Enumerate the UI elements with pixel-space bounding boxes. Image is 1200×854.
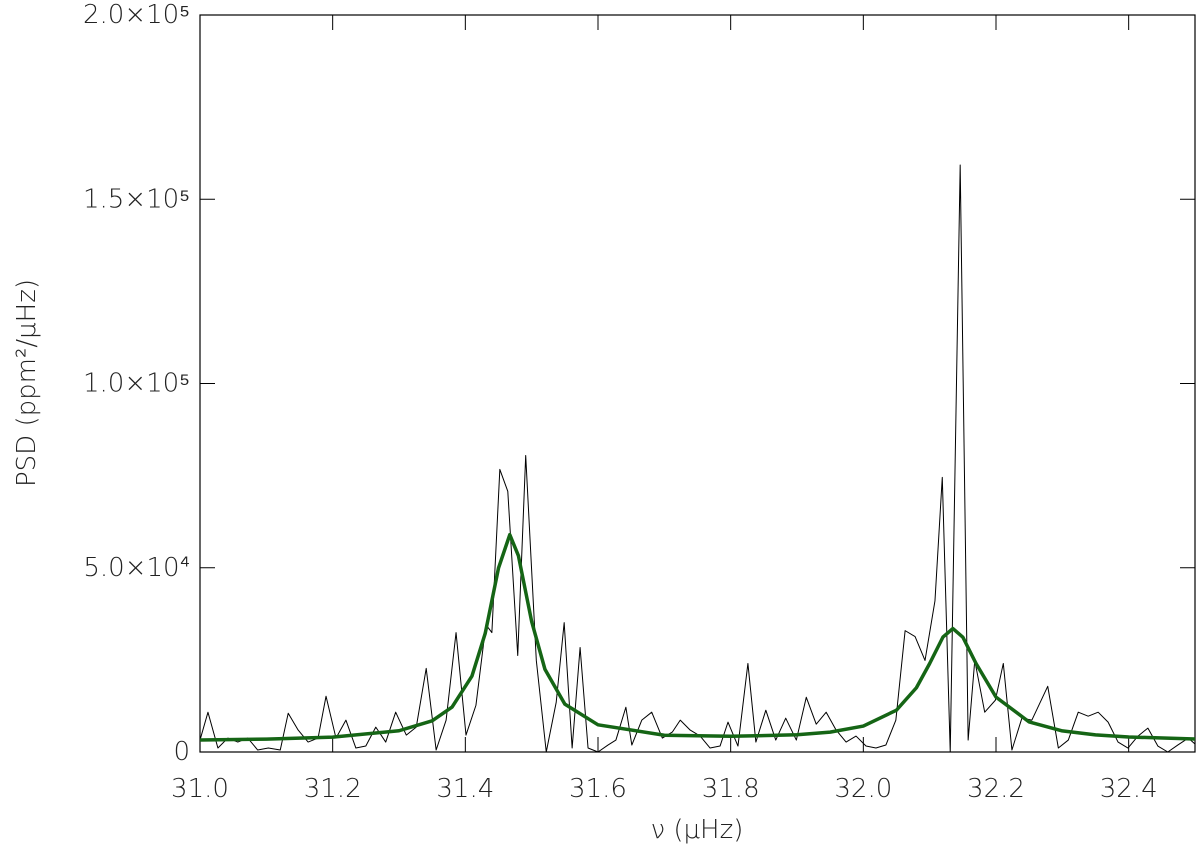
y-tick-label: 1.0×10⁵ [83,369,190,399]
y-tick-label: 5.0×10⁴ [83,553,190,583]
x-tick-label: 31.0 [171,774,229,804]
x-axis-label: ν (μHz) [651,815,744,845]
fit-line [199,532,1196,742]
spectrum-line [199,164,1196,753]
x-tick-label: 31.4 [436,774,494,804]
x-tick-label: 31.6 [569,774,627,804]
x-tick-label: 32.4 [1100,774,1158,804]
y-tick-label: 2.0×10⁵ [83,0,190,30]
x-tick-label: 32.2 [967,774,1025,804]
plot-frame [199,14,1196,753]
y-tick-label: 0 [173,737,190,767]
x-tick-label: 31.8 [702,774,760,804]
y-axis-label: PSD (ppm²/μHz) [12,279,42,487]
y-tick-label: 1.5×10⁵ [83,184,190,214]
x-tick-label: 31.2 [304,774,362,804]
x-tick-label: 32.0 [834,774,892,804]
